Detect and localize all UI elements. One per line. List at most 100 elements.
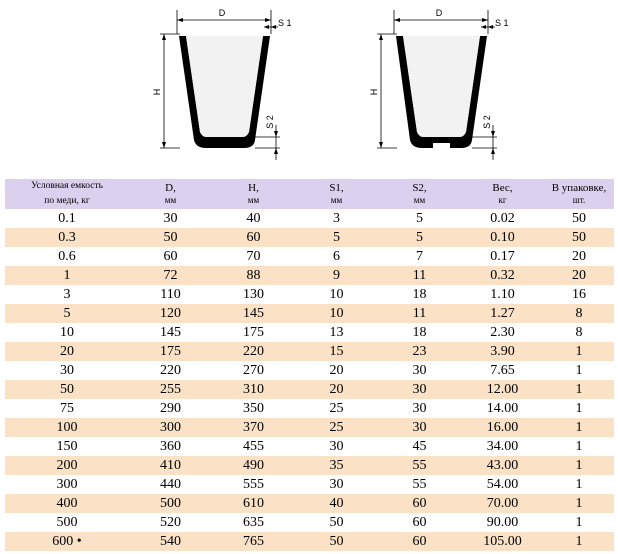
crucible-diagram-flat-bottom: D S 1 H S 2: [150, 0, 350, 170]
cell-s1: 50: [295, 513, 378, 532]
cell-h: 555: [212, 475, 295, 494]
cell-s1: 25: [295, 418, 378, 437]
cell-weight: 105.00: [461, 532, 544, 551]
crucible-spec-table: Условная емкость по меди, кг D, мм H, мм S1…: [5, 179, 614, 551]
label-s1: S 1: [495, 18, 509, 28]
cell-s2: 45: [378, 437, 461, 456]
cell-weight: 0.17: [461, 247, 544, 266]
cell-h: 220: [212, 342, 295, 361]
cell-weight: 1.10: [461, 285, 544, 304]
cell-s1: 35: [295, 456, 378, 475]
table-row: 10 145 175 13 18 2.30 8: [5, 323, 614, 342]
crucible-diagrams: D S 1 H S 2: [0, 0, 618, 178]
cell-d: 220: [129, 361, 212, 380]
cell-d: 110: [129, 285, 212, 304]
table-row: 30 220 270 20 30 7.65 1: [5, 361, 614, 380]
cell-s2: 30: [378, 380, 461, 399]
cell-h: 40: [212, 209, 295, 228]
cell-weight: 2.30: [461, 323, 544, 342]
cell-d: 440: [129, 475, 212, 494]
table-row: 600 • 540 765 50 60 105.00 1: [5, 532, 614, 551]
cell-capacity: 600 •: [5, 532, 129, 551]
cell-h: 765: [212, 532, 295, 551]
cell-weight: 90.00: [461, 513, 544, 532]
header-h: H, мм: [212, 179, 295, 209]
cell-h: 130: [212, 285, 295, 304]
cell-package: 1: [544, 418, 614, 437]
cell-s1: 30: [295, 437, 378, 456]
cell-capacity: 100: [5, 418, 129, 437]
header-s2: S2, мм: [378, 179, 461, 209]
cell-s2: 30: [378, 399, 461, 418]
cell-package: 50: [544, 228, 614, 247]
cell-weight: 14.00: [461, 399, 544, 418]
cell-s1: 5: [295, 228, 378, 247]
cell-d: 300: [129, 418, 212, 437]
cell-s2: 60: [378, 494, 461, 513]
cell-h: 70: [212, 247, 295, 266]
cell-weight: 7.65: [461, 361, 544, 380]
cell-package: 1: [544, 494, 614, 513]
label-d: D: [219, 8, 226, 18]
table-row: 0.3 50 60 5 5 0.10 50: [5, 228, 614, 247]
cell-h: 145: [212, 304, 295, 323]
table-row: 400 500 610 40 60 70.00 1: [5, 494, 614, 513]
cell-d: 175: [129, 342, 212, 361]
label-s2: S 2: [482, 115, 492, 129]
cell-s1: 20: [295, 361, 378, 380]
cell-weight: 1.27: [461, 304, 544, 323]
cell-d: 520: [129, 513, 212, 532]
table-row: 20 175 220 15 23 3.90 1: [5, 342, 614, 361]
table-row: 200 410 490 35 55 43.00 1: [5, 456, 614, 475]
cell-weight: 3.90: [461, 342, 544, 361]
label-s1: S 1: [278, 18, 292, 28]
cell-package: 1: [544, 380, 614, 399]
cell-h: 455: [212, 437, 295, 456]
cell-package: 1: [544, 456, 614, 475]
cell-h: 175: [212, 323, 295, 342]
label-d: D: [436, 8, 443, 18]
cell-h: 270: [212, 361, 295, 380]
cell-package: 1: [544, 437, 614, 456]
cell-d: 120: [129, 304, 212, 323]
cell-weight: 16.00: [461, 418, 544, 437]
cell-s2: 30: [378, 361, 461, 380]
header-d: D, мм: [129, 179, 212, 209]
cell-package: 20: [544, 266, 614, 285]
cell-package: 1: [544, 399, 614, 418]
cell-weight: 12.00: [461, 380, 544, 399]
label-h: H: [152, 89, 162, 96]
cell-s1: 50: [295, 532, 378, 551]
header-row: Условная емкость по меди, кг D, мм H, мм S1…: [5, 179, 614, 209]
cell-weight: 54.00: [461, 475, 544, 494]
cell-package: 1: [544, 532, 614, 551]
cell-capacity: 500: [5, 513, 129, 532]
cell-s2: 11: [378, 266, 461, 285]
cell-capacity: 0.3: [5, 228, 129, 247]
cell-capacity: 200: [5, 456, 129, 475]
cell-capacity: 20: [5, 342, 129, 361]
cell-d: 290: [129, 399, 212, 418]
cell-s1: 30: [295, 475, 378, 494]
label-h: H: [369, 89, 379, 96]
cell-h: 350: [212, 399, 295, 418]
cell-package: 8: [544, 304, 614, 323]
table-row: 150 360 455 30 45 34.00 1: [5, 437, 614, 456]
cell-s2: 5: [378, 228, 461, 247]
cell-h: 635: [212, 513, 295, 532]
cell-s1: 10: [295, 304, 378, 323]
cell-s2: 55: [378, 475, 461, 494]
cell-d: 255: [129, 380, 212, 399]
cell-package: 16: [544, 285, 614, 304]
cell-s2: 5: [378, 209, 461, 228]
table-row: 0.6 60 70 6 7 0.17 20: [5, 247, 614, 266]
cell-package: 20: [544, 247, 614, 266]
cell-h: 310: [212, 380, 295, 399]
cell-h: 370: [212, 418, 295, 437]
cell-capacity: 75: [5, 399, 129, 418]
table-row: 300 440 555 30 55 54.00 1: [5, 475, 614, 494]
cell-h: 490: [212, 456, 295, 475]
cell-s1: 13: [295, 323, 378, 342]
table-row: 5 120 145 10 11 1.27 8: [5, 304, 614, 323]
cell-h: 60: [212, 228, 295, 247]
